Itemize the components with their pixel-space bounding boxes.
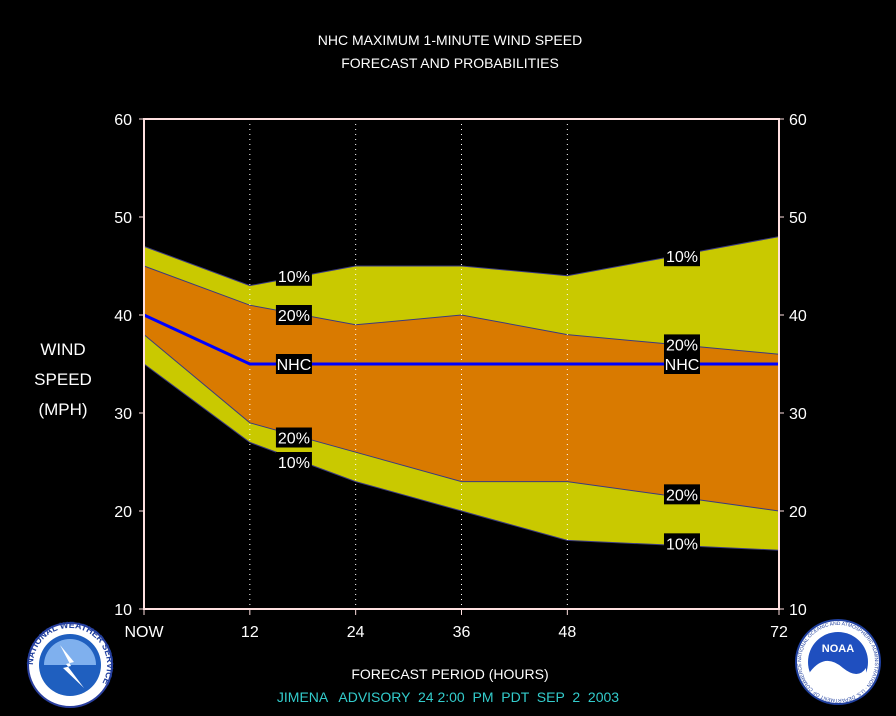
series-label: 20% bbox=[666, 487, 698, 504]
series-label: 10% bbox=[666, 249, 698, 266]
series-label: 10% bbox=[666, 536, 698, 553]
series-label: 10% bbox=[278, 269, 310, 286]
y-tick-label-left: 10 bbox=[114, 602, 132, 619]
series-label-box bbox=[275, 427, 312, 448]
series-label-box bbox=[663, 484, 700, 505]
series-label: NHC bbox=[277, 357, 312, 374]
nws-logo: NATIONAL WEATHER SERVICE bbox=[25, 620, 115, 708]
band-inner-20pct bbox=[144, 266, 779, 511]
y-axis-label-line-1: WIND bbox=[40, 340, 85, 359]
y-tick-label-right: 50 bbox=[789, 210, 807, 227]
series-label-box bbox=[275, 265, 312, 286]
x-tick-label: 72 bbox=[770, 624, 788, 641]
series-label-box bbox=[663, 354, 700, 374]
axes: 10 10 20 20 30 30 40 40 50 50 60 60 NOW 12 24 36 48 72 bbox=[114, 112, 807, 641]
series-label: 10% bbox=[278, 455, 310, 472]
y-tick-label-left: 20 bbox=[114, 504, 132, 521]
x-tick-label: 24 bbox=[347, 624, 365, 641]
series-label: 20% bbox=[278, 308, 310, 325]
y-axis-label-line-2: SPEED bbox=[34, 370, 92, 389]
y-tick-label-left: 50 bbox=[114, 210, 132, 227]
y-tick-label-right: 40 bbox=[789, 308, 807, 325]
y-tick-label-left: 30 bbox=[114, 406, 132, 423]
y-tick-label-right: 20 bbox=[789, 504, 807, 521]
noaa-center-text: NOAA bbox=[822, 643, 854, 655]
series-label-box bbox=[663, 533, 700, 554]
x-tick-label: 36 bbox=[453, 624, 471, 641]
y-tick-label-left: 60 bbox=[114, 112, 132, 129]
x-tick-label: NOW bbox=[124, 624, 164, 641]
series-label-box bbox=[275, 354, 312, 374]
advisory-line: JIMENA ADVISORY 24 2:00 PM PDT SEP 2 200… bbox=[277, 689, 619, 705]
y-tick-label-right: 60 bbox=[789, 112, 807, 129]
sky-icon bbox=[44, 639, 96, 665]
series-label-box bbox=[663, 246, 700, 267]
chart-subtitle: FORECAST AND PROBABILITIES bbox=[341, 55, 559, 71]
lightning-icon bbox=[60, 645, 84, 688]
series-label: 20% bbox=[278, 431, 310, 448]
series-labels: 10% 20% NHC 20% 10% 10% 20% NHC 20% 10% bbox=[275, 246, 700, 554]
y-tick-label-left: 40 bbox=[114, 308, 132, 325]
series-label-box bbox=[663, 334, 700, 355]
noaa-logo: NOAA NATIONAL OCEANIC AND ATMOSPHERIC AD… bbox=[795, 619, 881, 705]
x-tick-label: 12 bbox=[241, 624, 259, 641]
series-label: NHC bbox=[665, 357, 700, 374]
y-tick-label-right: 30 bbox=[789, 406, 807, 423]
x-axis-label: FORECAST PERIOD (HOURS) bbox=[351, 666, 548, 682]
series-label: 20% bbox=[666, 337, 698, 354]
x-tick-label: 48 bbox=[558, 624, 576, 641]
gull-icon bbox=[810, 660, 866, 696]
series-label-box bbox=[275, 305, 312, 325]
y-axis-label-line-3: (MPH) bbox=[38, 400, 87, 419]
series-label-box bbox=[275, 452, 312, 472]
chart-title: NHC MAXIMUM 1-MINUTE WIND SPEED bbox=[318, 32, 582, 48]
y-tick-label-right: 10 bbox=[789, 602, 807, 619]
